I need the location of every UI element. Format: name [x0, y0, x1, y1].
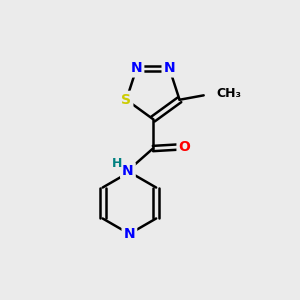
Text: S: S	[121, 93, 131, 107]
Text: N: N	[164, 61, 175, 76]
Text: N: N	[131, 61, 142, 76]
Text: O: O	[178, 140, 190, 154]
Text: H: H	[112, 157, 122, 170]
Text: CH₃: CH₃	[216, 87, 241, 101]
Text: N: N	[124, 227, 135, 241]
Text: N: N	[122, 164, 134, 178]
